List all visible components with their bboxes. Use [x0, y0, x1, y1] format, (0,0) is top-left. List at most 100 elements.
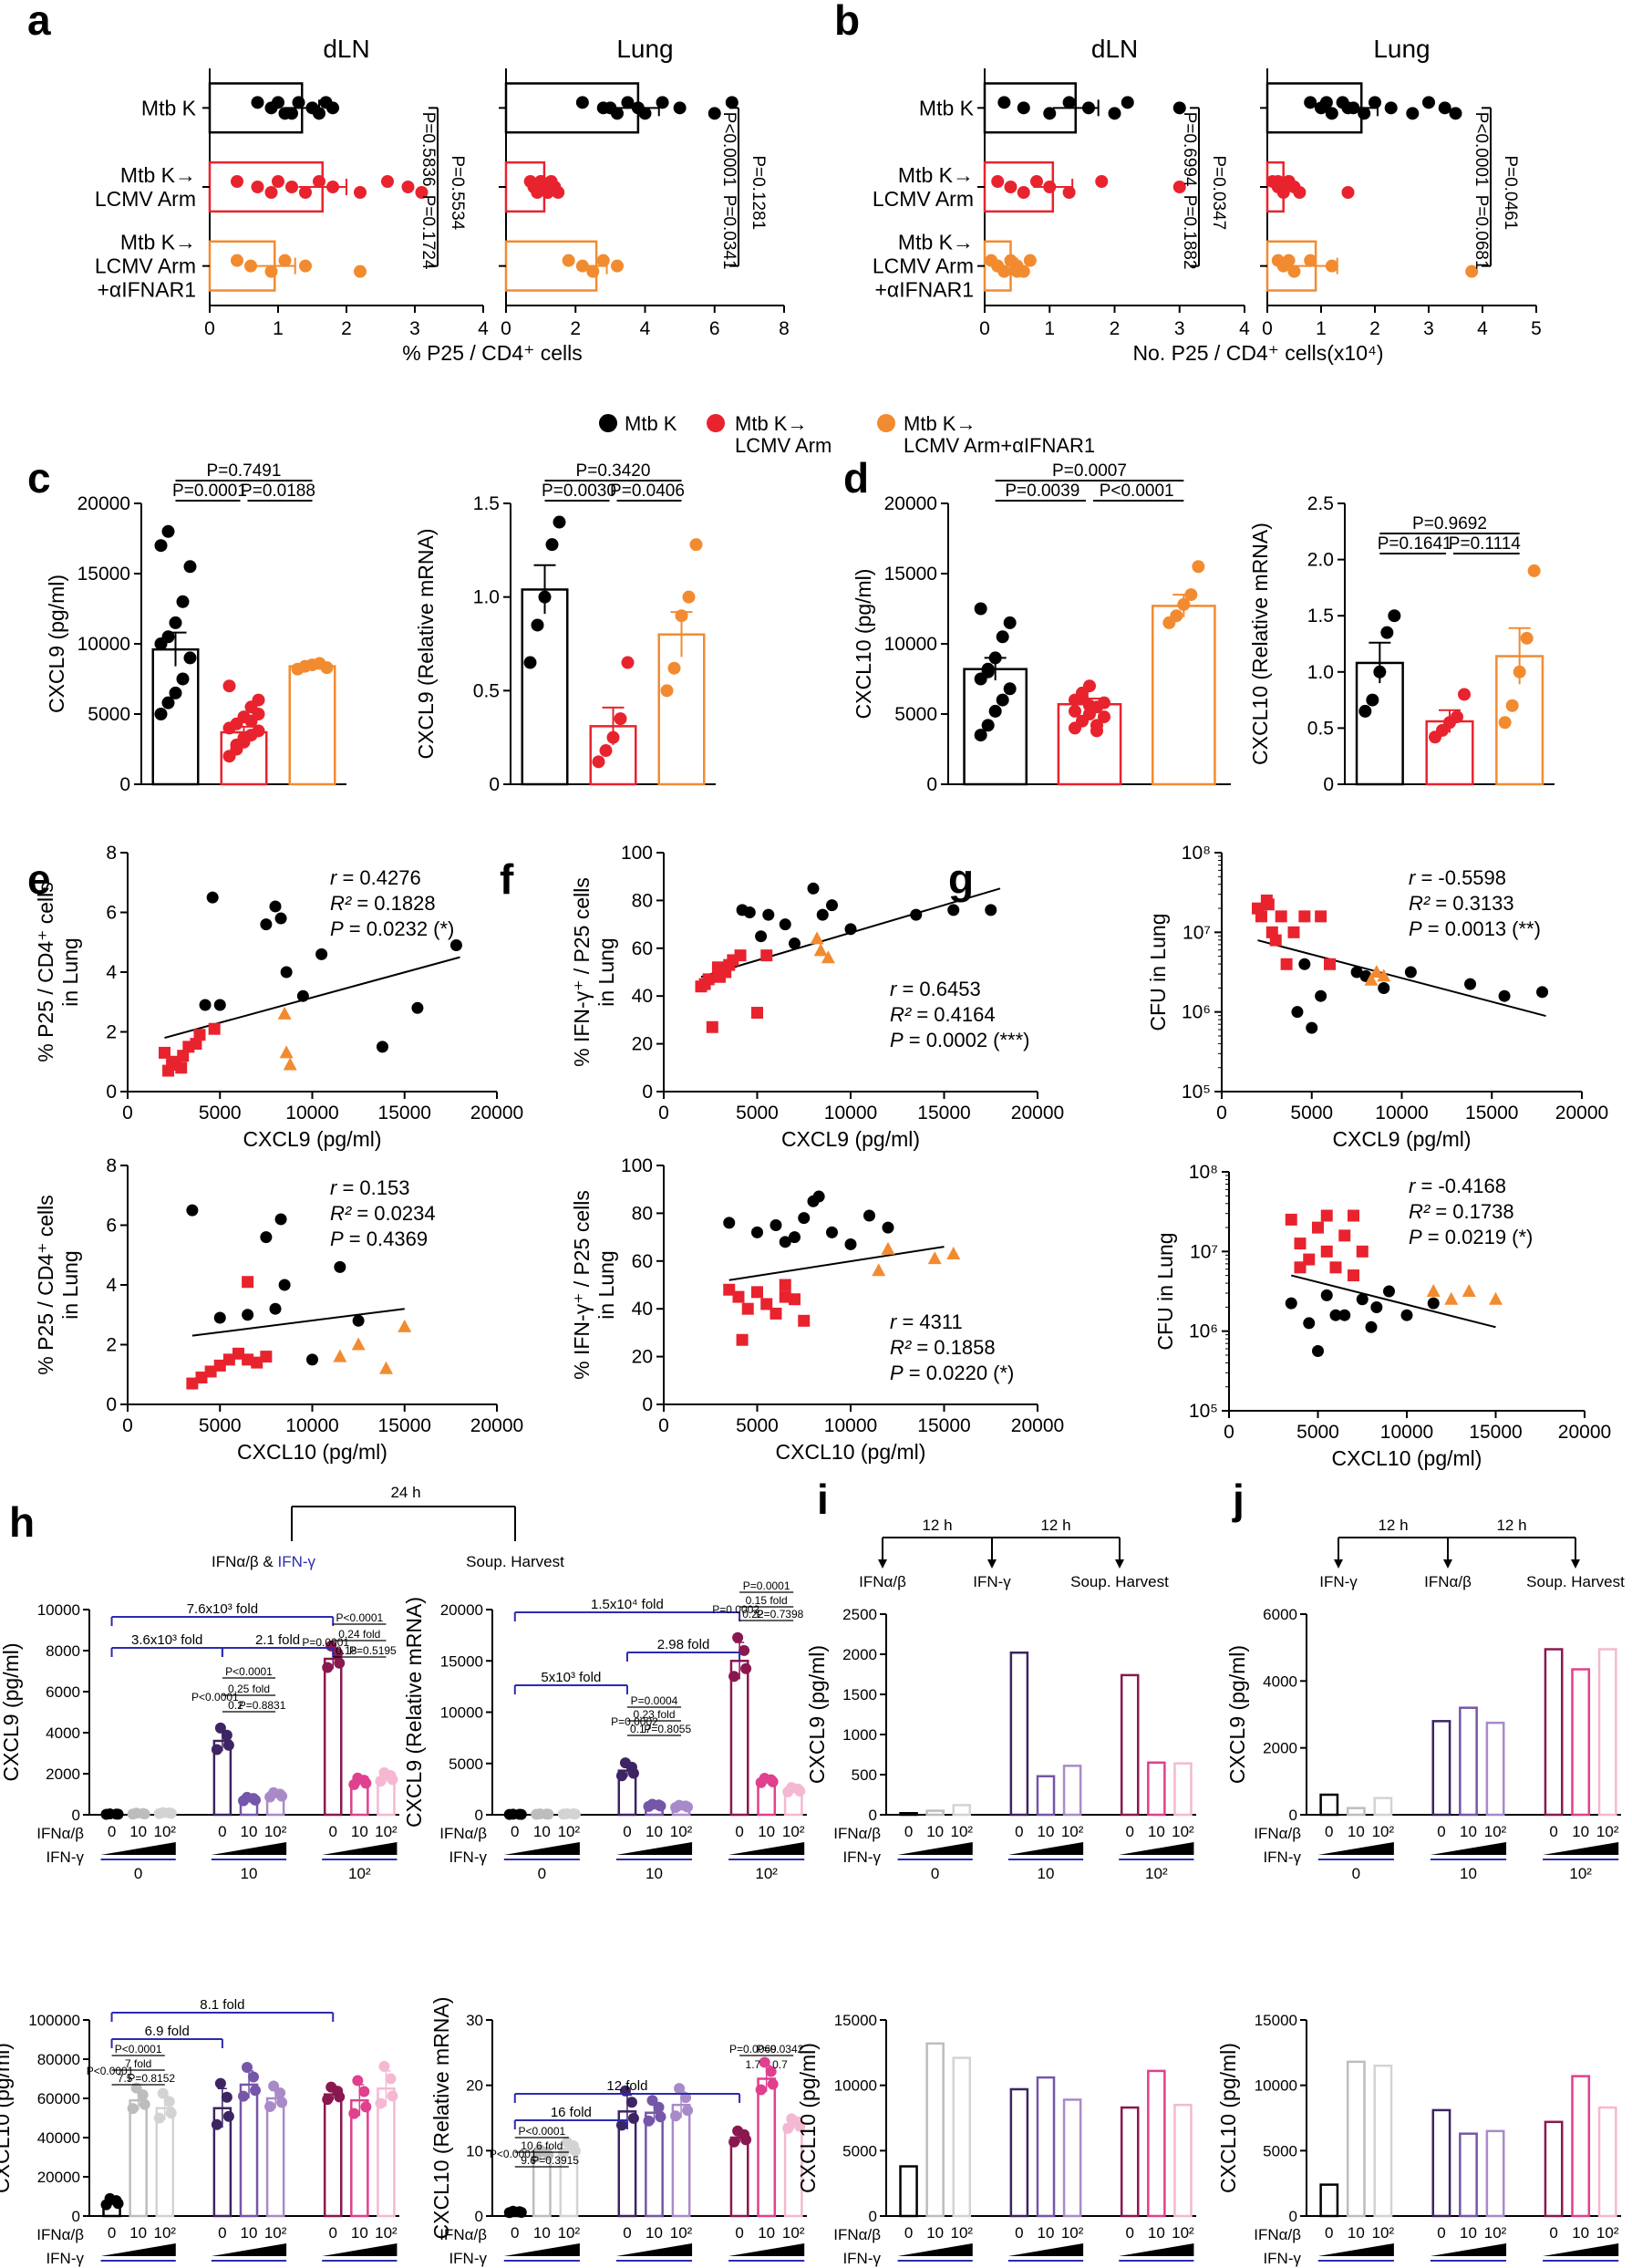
h-cxcl10-row1-tick: 0	[218, 2224, 226, 2242]
h-cxcl9m-row1-tick: 10²	[558, 1823, 581, 1840]
e-cxcl10-point-mtbk	[213, 1311, 226, 1324]
g-cxcl9-point-lcmv	[1315, 910, 1327, 923]
j-cxcl10-row1-tick: 10	[1348, 2224, 1365, 2242]
h-cxcl10-pbr-label: 7.5	[118, 2072, 133, 2085]
h-cxcl9m-row1-tick: 10	[758, 1823, 775, 1840]
b-dln-point-0	[1121, 96, 1134, 109]
a-dln-point-1	[272, 175, 284, 188]
h-cxcl9m-point-4	[646, 1798, 658, 1810]
f-cxcl9-ytick-label: 80	[632, 890, 653, 911]
h-cxcl9m-row2-tick: 10²	[755, 1865, 778, 1882]
i-cxcl10-bar-1	[925, 2042, 945, 2218]
h-cxcl9m-point-0	[507, 1808, 519, 1820]
d-pg-point-0	[988, 651, 1002, 665]
f-cxcl10-stat-p: P = 0.0220 (*)	[890, 1362, 1014, 1384]
h-cxcl10m-point-2	[557, 2147, 569, 2159]
h-cxcl10-point-6	[322, 2094, 334, 2106]
i-cxcl9-dose-wedge	[1007, 1842, 1084, 1855]
g-cxcl10-point-ifnar	[1462, 1284, 1476, 1297]
i-cxcl9-row2-tick: 10	[1038, 1865, 1055, 1882]
e-cxcl9-point-lcmv	[193, 1029, 206, 1041]
a-group-label: Mtb K	[141, 96, 197, 119]
e-cxcl10-xlabel: CXCL10 (pg/ml)	[237, 1440, 387, 1464]
f-cxcl10-point-mtbk	[751, 1226, 763, 1238]
j-timeline-first: IFN-γ	[1319, 1573, 1358, 1590]
j-cxcl10-dose-wedge	[1317, 2243, 1394, 2256]
g-cxcl9-xtick-label: 0	[1216, 1103, 1227, 1124]
d-pg-point-0	[988, 704, 1002, 718]
j-cxcl9-row2-tick: 0	[1352, 1865, 1360, 1882]
j-cxcl9-bar-6	[1544, 1648, 1564, 1817]
g-cxcl9-point-ifnar	[1369, 965, 1384, 978]
a-dln-point-2	[354, 264, 367, 278]
e-cxcl9-ytick-label: 0	[106, 1082, 117, 1103]
g-cxcl9-point-lcmv	[1269, 934, 1282, 947]
h-cxcl9-row1-tick: 10	[241, 1823, 258, 1840]
b-dln-point-0	[1043, 107, 1057, 120]
e-cxcl9-point-ifnar	[283, 1057, 297, 1071]
h-cxcl9-dose-wedge	[211, 1842, 287, 1855]
d-mrna-point-0	[1366, 693, 1379, 707]
i-cxcl9-row1-tick: 10²	[950, 1823, 973, 1840]
a-lung-point-0	[708, 107, 721, 120]
b-lung-point-1	[1282, 175, 1296, 188]
h-cxcl9m-row1-tick: 10	[533, 1823, 551, 1840]
h-cxcl9-point-5	[276, 1790, 288, 1802]
f-cxcl10-stat-r: r = 4311	[890, 1310, 963, 1333]
e-cxcl9-point-mtbk	[280, 966, 293, 979]
d-mrna-ytick-label: 1.0	[1307, 662, 1334, 683]
a-dln-title: dLN	[323, 35, 369, 63]
c-mrna-point-2	[667, 661, 681, 675]
h-cxcl9-pbr-label: 0.24 fold	[338, 1628, 380, 1641]
h-cxcl9-point-3	[211, 1744, 222, 1755]
h-cxcl9m-ytick-label: 15000	[440, 1652, 483, 1670]
c-pg-point-1	[252, 708, 265, 720]
c-pg-point-2	[320, 661, 334, 675]
b-lung-point-0	[1384, 101, 1398, 115]
h-cxcl10m-pbr-label: 9.6	[521, 2154, 536, 2167]
h-cxcl10m-row2-tick: 10²	[755, 2266, 778, 2268]
a-xlabel: % P25 / CD4⁺ cells	[402, 341, 583, 365]
a-dln-xtick-label: 2	[341, 318, 352, 339]
h-cxcl9-row1-tick: 0	[328, 1823, 336, 1840]
e-cxcl10-xtick-label: 20000	[470, 1415, 523, 1436]
h-cxcl9-point-8	[375, 1776, 387, 1787]
b-lung-title: Lung	[1373, 35, 1430, 63]
a-lung-point-2	[562, 254, 575, 267]
i-cxcl10-bar-4	[1036, 2076, 1056, 2218]
h-cxcl9-ytick-label: 2000	[46, 1766, 80, 1783]
e-cxcl10-ytick-label: 6	[106, 1216, 117, 1237]
b-dln-point-2	[1010, 264, 1024, 278]
e-cxcl9-ylabel: in Lung	[58, 937, 82, 1006]
legend-label-ifnar: Mtb K→	[904, 412, 976, 435]
h-cxcl9m-fold-label: 5x10³ fold	[541, 1670, 601, 1685]
a-dln-pvalue: P=0.5836	[418, 112, 438, 187]
e-cxcl10-point-lcmv	[242, 1276, 254, 1289]
d-pg-point-0	[996, 693, 1009, 707]
h-cxcl9m-row1-tick: 0	[511, 1823, 519, 1840]
c-pg-point-1	[237, 731, 251, 745]
d-pg-ytick-label: 20000	[884, 493, 937, 514]
e-cxcl9-ytick-label: 2	[106, 1022, 117, 1043]
h-cxcl10-point-4	[242, 2061, 253, 2073]
legend-marker-lcmv	[707, 414, 725, 432]
i-timeline-d1: 12 h	[922, 1517, 952, 1534]
j-cxcl10-row1-tick: 10	[1572, 2224, 1589, 2242]
h-cxcl10-ytick-label: 80000	[37, 2051, 80, 2068]
j-cxcl9-row2-tick: 10	[1460, 1865, 1477, 1882]
g-cxcl10-point-mtbk	[1427, 1297, 1440, 1310]
c-pg-bar-2	[288, 665, 336, 786]
e-cxcl10-xtick-label: 5000	[199, 1415, 242, 1436]
h-cxcl10-row1-tick: 10²	[264, 2224, 287, 2242]
j-cxcl9-dose-wedge	[1430, 1842, 1507, 1855]
e-cxcl9-xtick-label: 20000	[470, 1103, 523, 1124]
c-pg-point-0	[183, 560, 197, 574]
h-cxcl10m-point-7	[759, 2056, 770, 2068]
g-cxcl10-point-mtbk	[1320, 1289, 1333, 1301]
i-cxcl9-row1-tick: 10²	[1061, 1823, 1084, 1840]
g-cxcl10-fit-line	[1291, 1274, 1496, 1329]
b-dln-point-2	[1023, 254, 1037, 267]
h-cxcl10m-row1-label: IFNα/β	[439, 2226, 487, 2243]
b-group-label: LCMV Arm	[873, 187, 974, 211]
h-cxcl9m-fold-label: 2.98 fold	[657, 1637, 710, 1652]
